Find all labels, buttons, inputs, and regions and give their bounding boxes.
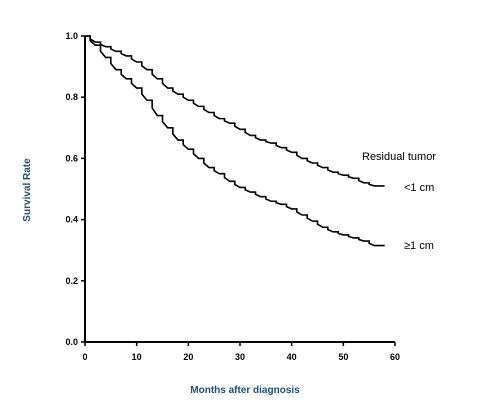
y-tick-label: 0.0: [65, 337, 78, 347]
x-tick-label: 10: [132, 352, 142, 362]
series-line-lt1cm: [85, 35, 385, 187]
legend-title: Residual tumor: [362, 151, 436, 163]
x-tick-label: 30: [235, 352, 245, 362]
y-tick-label: 0.2: [65, 276, 78, 286]
y-axis-title: Survival Rate: [22, 158, 33, 222]
x-axis-title: Months after diagnosis: [190, 385, 300, 396]
x-tick-label: 20: [183, 352, 193, 362]
y-tick-label: 0.6: [65, 153, 78, 163]
series-line-ge1cm: [85, 35, 385, 247]
series-group: [85, 35, 385, 247]
legend-label-lt1cm: <1 cm: [404, 182, 434, 194]
y-tick-label: 0.4: [65, 215, 78, 225]
x-tick-label: 60: [390, 352, 400, 362]
y-tick-label: 1.0: [65, 31, 78, 41]
x-tick-label: 50: [338, 352, 348, 362]
y-tick-label: 0.8: [65, 92, 78, 102]
x-tick-label: 40: [287, 352, 297, 362]
x-ticks: 0 10 20 30 40 50 60: [82, 342, 400, 362]
legend-label-ge1cm: ≥1 cm: [404, 240, 434, 252]
y-ticks: 0.0 0.2 0.4 0.6 0.8 1.0: [65, 31, 85, 347]
x-tick-label: 0: [82, 352, 87, 362]
